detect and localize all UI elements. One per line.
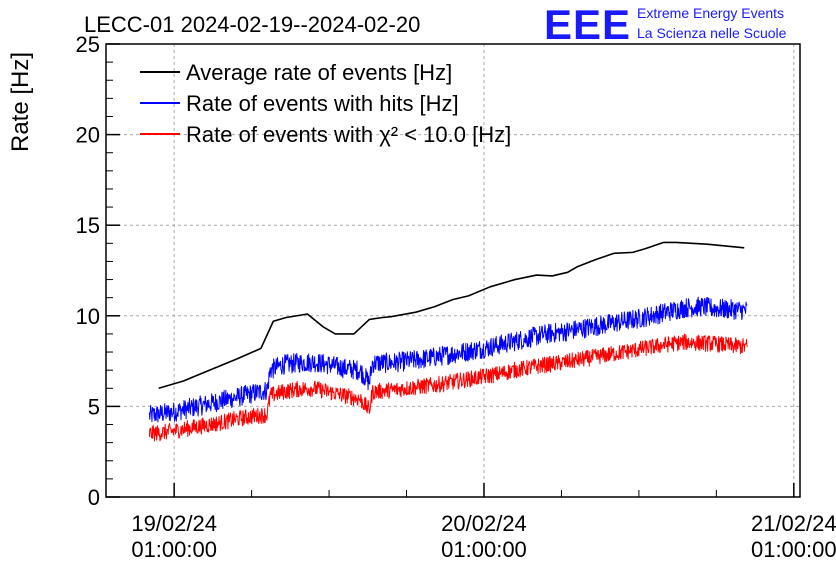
y-tick-label: 20: [76, 123, 100, 148]
y-axis-label: Rate [Hz]: [7, 52, 34, 152]
eee-logo-mark: EEE: [544, 1, 631, 48]
legend: Average rate of events [Hz] Rate of even…: [140, 60, 511, 147]
x-tick-label-time: 01:00:00: [131, 537, 217, 562]
series-layer: [148, 241, 748, 442]
legend-label-chi2: Rate of events with χ² < 10.0 [Hz]: [186, 122, 511, 147]
series-line-2: [148, 333, 748, 442]
series-line-0: [158, 241, 745, 390]
eee-logo-line2: La Scienza nelle Scuole: [637, 25, 787, 41]
y-tick-label: 0: [88, 485, 100, 510]
x-axis: 19/02/2401:00:0020/02/2401:00:0021/02/24…: [131, 483, 836, 562]
chart-title: LECC-01 2024-02-19--2024-02-20: [84, 12, 420, 37]
y-tick-label: 5: [88, 394, 100, 419]
x-tick-label-time: 01:00:00: [751, 537, 836, 562]
legend-label-hits: Rate of events with hits [Hz]: [186, 91, 459, 116]
series-line-1: [148, 296, 748, 423]
x-tick-label-date: 19/02/24: [131, 511, 217, 536]
y-axis: 0 5 10 15 20 25: [76, 32, 120, 510]
y-tick-label: 15: [76, 213, 100, 238]
eee-logo: EEE Extreme Energy Events La Scienza nel…: [544, 1, 787, 48]
eee-logo-line1: Extreme Energy Events: [637, 5, 784, 21]
x-tick-label-time: 01:00:00: [441, 537, 527, 562]
x-tick-label-date: 21/02/24: [751, 511, 836, 536]
y-tick-label: 25: [76, 32, 100, 57]
y-tick-label: 10: [76, 304, 100, 329]
legend-label-average: Average rate of events [Hz]: [186, 60, 452, 85]
plot-frame: [105, 43, 801, 498]
x-tick-label-date: 20/02/24: [441, 511, 527, 536]
